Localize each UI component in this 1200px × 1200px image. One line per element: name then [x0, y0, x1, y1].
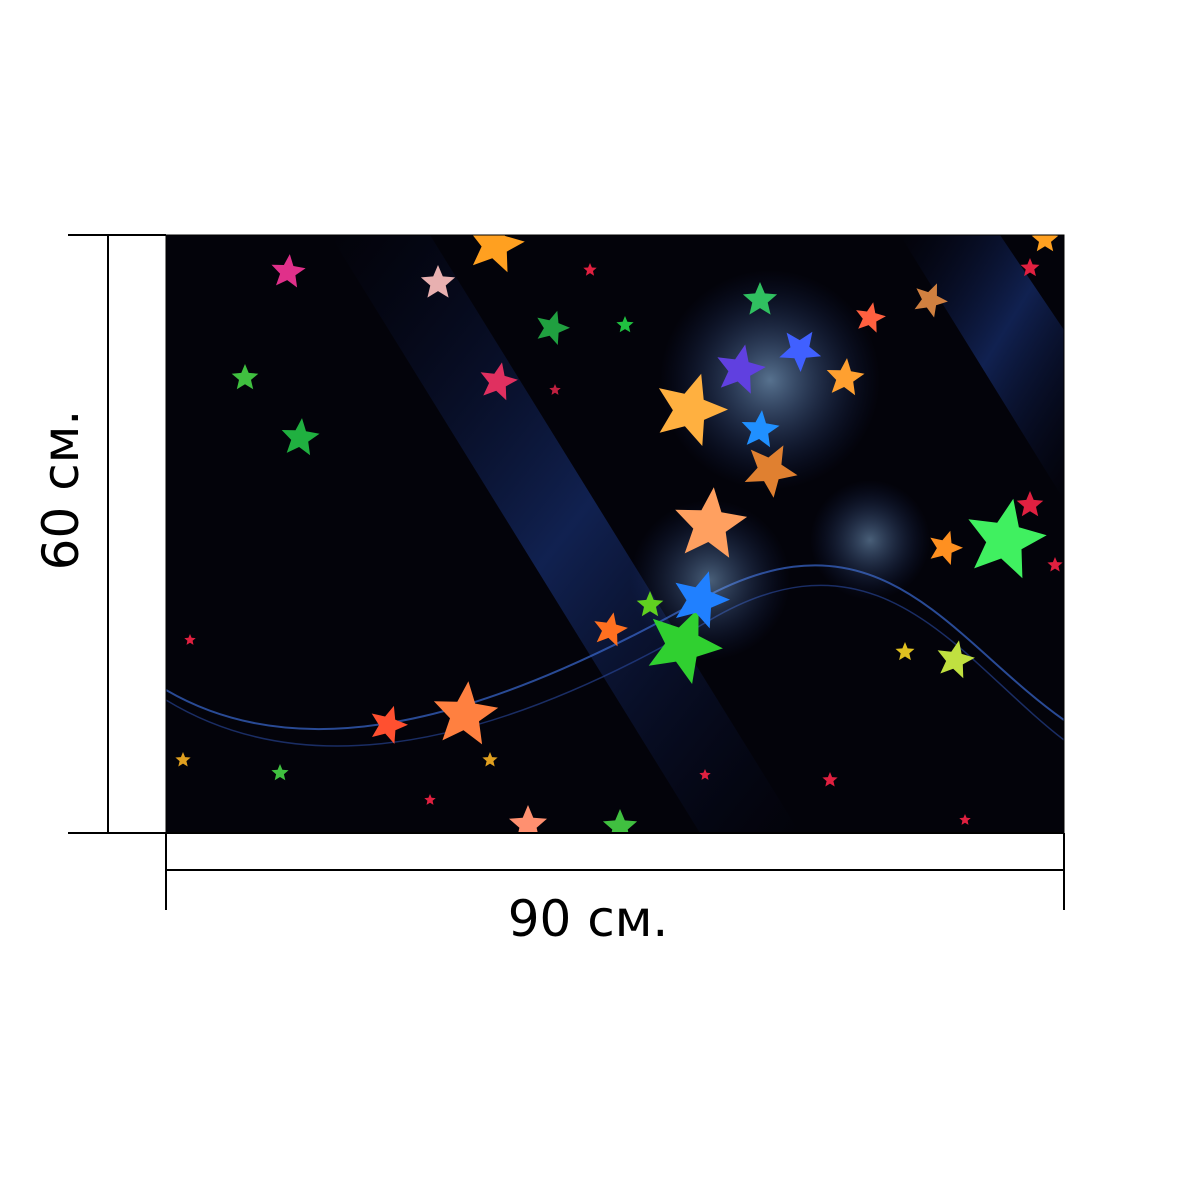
star	[583, 263, 597, 276]
star	[648, 608, 723, 684]
star	[537, 310, 570, 345]
star	[930, 530, 963, 565]
star	[231, 364, 259, 390]
star	[914, 283, 948, 318]
star	[675, 571, 730, 629]
star	[895, 642, 915, 661]
star	[281, 418, 320, 456]
star	[420, 265, 456, 298]
star	[658, 373, 728, 446]
star	[594, 612, 628, 647]
star	[717, 344, 766, 394]
star	[822, 772, 838, 787]
star	[744, 445, 798, 498]
glow	[660, 270, 880, 490]
star	[968, 498, 1047, 579]
star	[741, 410, 780, 448]
star	[509, 805, 547, 833]
star	[433, 681, 499, 745]
star	[424, 794, 436, 805]
glow	[810, 480, 930, 600]
star	[1031, 235, 1059, 252]
star	[616, 316, 634, 333]
glow	[630, 500, 790, 660]
star	[636, 591, 664, 617]
star	[699, 769, 711, 780]
star	[271, 254, 306, 288]
height-label: 60 см.	[32, 410, 90, 571]
star	[1020, 258, 1040, 277]
star	[1047, 557, 1063, 572]
star	[602, 809, 638, 833]
star	[472, 235, 525, 273]
star	[856, 302, 886, 333]
light-streak	[330, 235, 800, 833]
star	[371, 705, 408, 744]
star	[675, 487, 748, 558]
star	[779, 331, 822, 372]
star	[826, 358, 865, 396]
star	[742, 282, 778, 315]
star	[937, 640, 975, 679]
star	[1016, 491, 1044, 517]
star	[271, 764, 289, 781]
star	[175, 752, 191, 767]
star	[184, 634, 196, 645]
star	[480, 362, 518, 401]
star	[549, 384, 561, 395]
product-image	[166, 235, 1064, 833]
star	[482, 752, 498, 767]
width-label: 90 см.	[508, 890, 669, 948]
star	[959, 814, 971, 825]
